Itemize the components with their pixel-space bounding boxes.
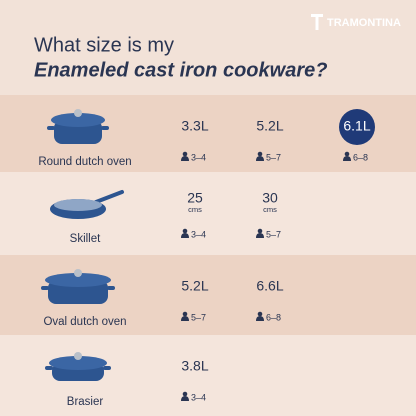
pot-handle bbox=[94, 190, 124, 204]
product-row: Oval dutch oven 5.2L 5–7 6.6L 6–8 bbox=[0, 255, 416, 335]
person-body bbox=[181, 233, 189, 238]
pot-lid bbox=[45, 273, 111, 287]
product-row: Round dutch oven 3.3L 3–4 5.2L 5–7 6.1L 6–8 bbox=[0, 95, 416, 172]
size: 25 bbox=[187, 190, 203, 206]
pot-knob bbox=[74, 269, 82, 277]
pot-handle-right bbox=[103, 366, 111, 370]
product-name: Skillet bbox=[70, 233, 101, 245]
logo: TRAMONTINA bbox=[311, 14, 401, 30]
people: 5–7 bbox=[191, 312, 206, 322]
product-name: Brasier bbox=[67, 396, 104, 408]
product-row: Brasier 3.8L 3–4 bbox=[0, 335, 416, 416]
pot-knob bbox=[74, 352, 82, 360]
person-body bbox=[343, 156, 351, 161]
logo-mark bbox=[311, 14, 323, 30]
people: 3–4 bbox=[191, 152, 206, 162]
person-head bbox=[182, 391, 188, 397]
person-head bbox=[182, 151, 188, 157]
size: 6.6L bbox=[256, 278, 283, 294]
pot-knob bbox=[74, 109, 82, 117]
person-body bbox=[256, 233, 264, 238]
person-head bbox=[344, 151, 350, 157]
pot-lid bbox=[51, 113, 105, 127]
product-name: Oval dutch oven bbox=[43, 316, 126, 328]
person-body bbox=[256, 316, 264, 321]
size: 5.2L bbox=[256, 118, 283, 134]
people: 6–8 bbox=[266, 312, 281, 322]
brand: TRAMONTINA bbox=[327, 17, 401, 29]
people: 3–4 bbox=[191, 229, 206, 239]
people: 5–7 bbox=[266, 229, 281, 239]
pot-lid bbox=[49, 356, 107, 370]
product-name: Round dutch oven bbox=[38, 156, 131, 168]
person-body bbox=[256, 156, 264, 161]
people: 5–7 bbox=[266, 152, 281, 162]
title-line-1: What size is my bbox=[34, 34, 174, 56]
pot-inside bbox=[54, 199, 102, 211]
people: 3–4 bbox=[191, 392, 206, 402]
title-line-2: Enameled cast iron cookware? bbox=[34, 59, 327, 81]
person-body bbox=[181, 396, 189, 401]
person-body bbox=[181, 316, 189, 321]
size-highlight bbox=[339, 109, 375, 145]
pot-handle-left bbox=[41, 286, 49, 290]
person-head bbox=[257, 311, 263, 317]
person-head bbox=[182, 311, 188, 317]
size-unit: cms bbox=[188, 205, 202, 214]
size-unit: cms bbox=[263, 205, 277, 214]
person-head bbox=[257, 228, 263, 234]
person-head bbox=[182, 228, 188, 234]
pot-handle-left bbox=[47, 126, 55, 130]
size: 6.1L bbox=[343, 118, 370, 134]
size: 5.2L bbox=[181, 278, 208, 294]
pot-handle-right bbox=[107, 286, 115, 290]
person-head bbox=[257, 151, 263, 157]
pot-handle-left bbox=[45, 366, 53, 370]
size: 30 bbox=[262, 190, 278, 206]
pot-handle-right bbox=[101, 126, 109, 130]
size: 3.8L bbox=[181, 358, 208, 374]
people: 6–8 bbox=[353, 152, 368, 162]
person-body bbox=[181, 156, 189, 161]
rows: Round dutch oven 3.3L 3–4 5.2L 5–7 6.1L 6–8 Ski… bbox=[0, 95, 416, 416]
size: 3.3L bbox=[181, 118, 208, 134]
